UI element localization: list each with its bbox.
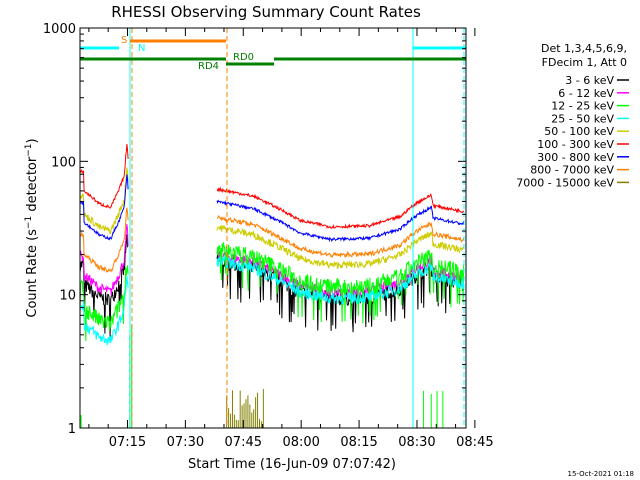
x-tick-label: 08:45 bbox=[456, 435, 493, 450]
legend-label: 50 - 100 keV bbox=[544, 125, 614, 138]
legend-label: 6 - 12 keV bbox=[558, 87, 614, 100]
chart-title: RHESSI Observing Summary Count Rates bbox=[111, 3, 421, 21]
series-line bbox=[79, 174, 129, 241]
series-line bbox=[79, 265, 129, 342]
series-line bbox=[79, 167, 129, 235]
series-line bbox=[216, 186, 465, 229]
series-line bbox=[216, 256, 465, 306]
series-line bbox=[79, 234, 129, 337]
flag-label-n: N bbox=[138, 43, 145, 54]
series-line bbox=[79, 143, 129, 209]
legend-label: 3 - 6 keV bbox=[565, 74, 614, 87]
y-tick-label: 10 bbox=[59, 289, 76, 304]
x-tick-label: 08:30 bbox=[398, 435, 435, 450]
timestamp: 15-Oct-2021 01:18 bbox=[568, 470, 634, 478]
series-line bbox=[216, 224, 464, 270]
axis-ticks bbox=[80, 27, 476, 429]
series-line bbox=[216, 242, 465, 324]
y-axis-label: Count Rate (s−1 detector−1) bbox=[24, 138, 40, 317]
x-tick-label: 08:00 bbox=[282, 435, 319, 450]
x-tick-label: 08:15 bbox=[340, 435, 377, 450]
legend-label: 7000 - 15000 keV bbox=[516, 176, 614, 189]
series-line bbox=[79, 223, 129, 296]
flag-labels: SN RD0 RD4 bbox=[121, 35, 254, 72]
legend-header-2: FDecim 1, Att 0 bbox=[542, 56, 627, 69]
y-tick-label: 1 bbox=[68, 422, 76, 437]
x-tick-label: 07:30 bbox=[167, 435, 204, 450]
legend-label: 12 - 25 keV bbox=[551, 100, 614, 113]
series-line bbox=[79, 275, 129, 346]
plot-frame bbox=[79, 27, 467, 429]
y-tick-label: 1000 bbox=[43, 22, 76, 37]
legend-header-1: Det 1,3,4,5,6,9, bbox=[541, 42, 627, 55]
series-line bbox=[216, 214, 465, 259]
x-tick-label: 07:45 bbox=[225, 435, 262, 450]
series-curves bbox=[79, 143, 465, 428]
y-tick-label: 100 bbox=[51, 155, 76, 170]
x-axis-label: Start Time (16-Jun-09 07:07:42) bbox=[188, 457, 396, 472]
y-tick-labels: 1 10 100 1000 bbox=[43, 22, 76, 437]
flag-label-s: S bbox=[121, 35, 127, 46]
legend-label: 800 - 7000 keV bbox=[530, 164, 614, 177]
x-tick-label: 07:15 bbox=[109, 435, 146, 450]
x-tick-labels: 07:15 07:30 07:45 08:00 08:15 08:30 08:45 bbox=[109, 435, 494, 450]
event-lines bbox=[129, 28, 465, 428]
flag-label-rd0: RD0 bbox=[233, 52, 254, 63]
legend-label: 300 - 800 keV bbox=[537, 151, 614, 164]
legend-label: 100 - 300 keV bbox=[537, 138, 614, 151]
flag-bars bbox=[80, 39, 466, 66]
flag-label-rd4: RD4 bbox=[198, 61, 219, 72]
legend-label: 25 - 50 keV bbox=[551, 112, 614, 125]
series-line bbox=[216, 199, 465, 243]
series-line bbox=[79, 207, 129, 274]
